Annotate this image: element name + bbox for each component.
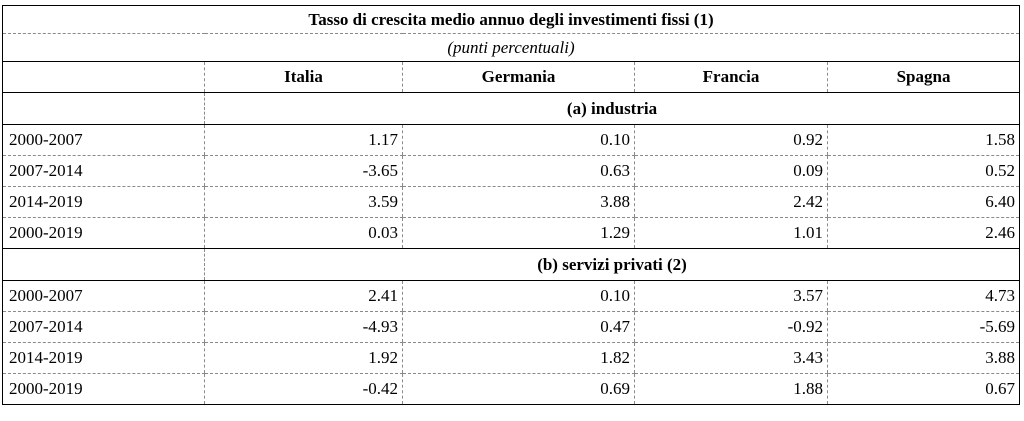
row-period: 2007-2014 [2,155,205,187]
cell-germania: 1.29 [402,217,635,249]
cell-italia: -0.42 [204,373,403,405]
cell-italia: -4.93 [204,311,403,343]
table-unit: (punti percentuali) [2,33,1020,62]
table-row: 2000-2019 0.03 1.29 1.01 2.46 [2,217,1020,249]
cell-spagna: 0.67 [826,373,1020,405]
section-header-industria: (a) industria [2,92,1020,125]
cell-spagna: 2.46 [826,217,1020,249]
cell-italia: 1.92 [204,342,403,374]
table-title-row: Tasso di crescita medio annuo degli inve… [2,5,1020,34]
investment-growth-table: Tasso di crescita medio annuo degli inve… [2,5,1021,405]
table-row: 2000-2007 1.17 0.10 0.92 1.58 [2,124,1020,156]
cell-germania: 1.82 [402,342,635,374]
cell-italia: 3.59 [204,186,403,218]
table-row: 2007-2014 -3.65 0.63 0.09 0.52 [2,155,1020,187]
cell-italia: 0.03 [204,217,403,249]
row-period: 2007-2014 [2,311,205,343]
table-row: 2007-2014 -4.93 0.47 -0.92 -5.69 [2,311,1020,343]
cell-francia: -0.92 [634,311,828,343]
cell-francia: 2.42 [634,186,828,218]
cell-spagna: 1.58 [826,124,1020,156]
cell-spagna: 3.88 [826,342,1020,374]
section-header-servizi-privati: (b) servizi privati (2) [2,248,1020,281]
column-header-francia: Francia [634,61,828,93]
row-period: 2000-2007 [2,124,205,156]
section-label: (b) servizi privati (2) [203,248,1020,281]
column-header-spagna: Spagna [826,61,1020,93]
cell-francia: 1.01 [634,217,828,249]
cell-germania: 0.69 [402,373,635,405]
row-period: 2000-2007 [2,280,205,312]
cell-italia: -3.65 [204,155,403,187]
table-row: 2000-2019 -0.42 0.69 1.88 0.67 [2,373,1020,405]
table-title: Tasso di crescita medio annuo degli inve… [2,5,1020,34]
cell-francia: 3.43 [634,342,828,374]
row-period: 2014-2019 [2,342,205,374]
row-period: 2000-2019 [2,373,205,405]
cell-francia: 0.92 [634,124,828,156]
cell-germania: 3.88 [402,186,635,218]
cell-germania: 0.63 [402,155,635,187]
table-row: 2014-2019 1.92 1.82 3.43 3.88 [2,342,1020,374]
cell-spagna: -5.69 [826,311,1020,343]
column-header-italia: Italia [204,61,403,93]
cell-germania: 0.10 [402,124,635,156]
column-header-row: Italia Germania Francia Spagna [2,61,1020,93]
row-period: 2014-2019 [2,186,205,218]
column-header-period [2,61,205,93]
cell-spagna: 4.73 [826,280,1020,312]
cell-spagna: 6.40 [826,186,1020,218]
cell-germania: 0.47 [402,311,635,343]
cell-francia: 0.09 [634,155,828,187]
cell-germania: 0.10 [402,280,635,312]
table-row: 2014-2019 3.59 3.88 2.42 6.40 [2,186,1020,218]
column-header-germania: Germania [402,61,635,93]
cell-spagna: 0.52 [826,155,1020,187]
investment-growth-table-container: Tasso di crescita medio annuo degli inve… [2,5,1021,405]
row-period: 2000-2019 [2,217,205,249]
cell-italia: 2.41 [204,280,403,312]
cell-italia: 1.17 [204,124,403,156]
cell-francia: 3.57 [634,280,828,312]
table-unit-row: (punti percentuali) [2,33,1020,62]
table-row: 2000-2007 2.41 0.10 3.57 4.73 [2,280,1020,312]
cell-francia: 1.88 [634,373,828,405]
section-label: (a) industria [203,92,1020,125]
